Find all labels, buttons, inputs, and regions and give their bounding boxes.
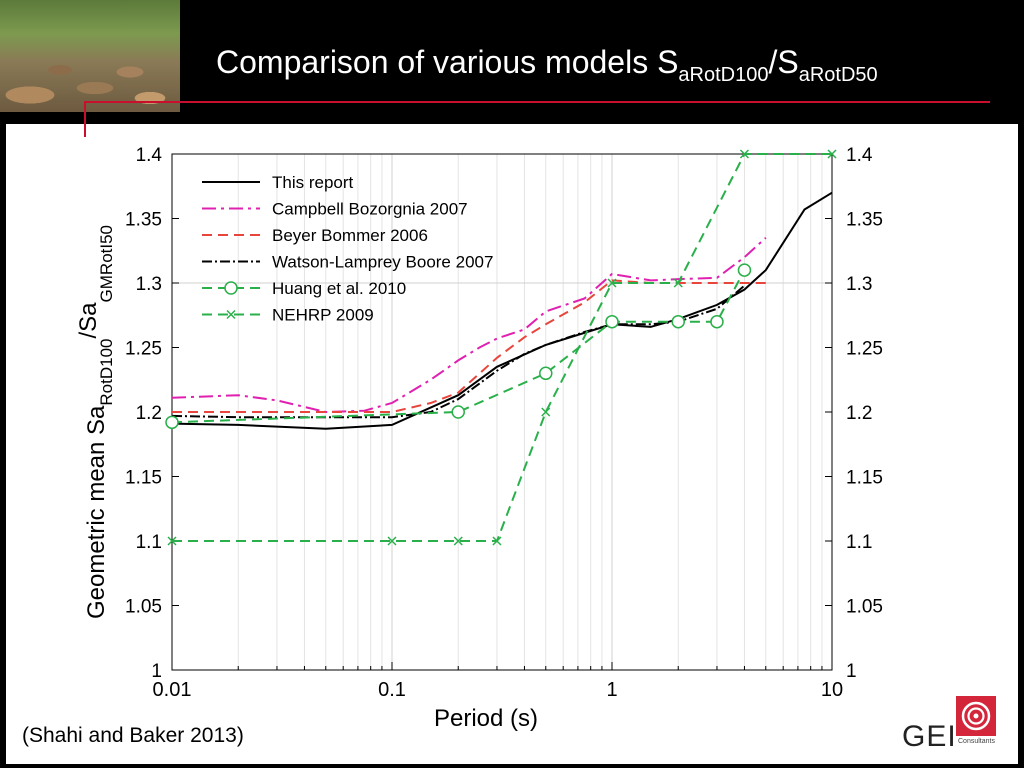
series-point-circle [671,314,685,329]
logo-subtext: Consultants [958,738,995,745]
y-tick-label: 1.15 [125,468,162,489]
slide-title: Comparison of various models SaRotD100/S… [216,44,878,86]
citation: (Shahi and Baker 2013) [22,724,244,747]
y-tick-label-right: 1.1 [846,532,872,553]
y-tick-label: 1.25 [125,339,162,360]
series-point-circle [710,314,724,329]
legend-label: Watson-Lamprey Boore 2007 [272,253,493,272]
series-point-circle [165,415,179,430]
series-point-x [492,536,502,546]
y-axis-label: Geometric mean SaRotD100/SaGMRotI50 [75,225,116,619]
y-tick-label: 1.35 [125,210,162,231]
chart: 1 1 1.05 1.05 1.1 1.1 1.15 1.15 1.2 1.2 1.25 1.25 1.… [75,145,883,732]
x-tick-label: 1 [606,679,617,701]
legend-label: Beyer Bommer 2006 [272,226,428,245]
y-tick-label-right: 1 [846,661,857,682]
y-tick-label-right: 1.2 [846,403,872,424]
legend-label: NEHRP 2009 [272,306,374,325]
x-tick-label: 10 [821,679,843,701]
series-point-circle [451,405,465,419]
series-point-circle [737,263,752,277]
legend-label: Huang et al. 2010 [272,279,406,298]
series-point-x [739,149,749,159]
y-tick-label: 1.4 [136,145,163,166]
y-tick-label-right: 1.3 [846,274,872,295]
series-point-x [607,278,617,288]
header-photo [0,0,180,112]
series-line-0 [171,191,833,430]
y-tick-label: 1.3 [136,274,162,295]
series-point-x [827,149,837,159]
legend-marker-x [226,309,236,320]
x-tick-label: 0.1 [378,679,406,701]
y-tick-label: 1.05 [125,597,162,618]
y-tick-label: 1.1 [136,532,162,553]
series-point-x [167,536,177,546]
accent-line [84,101,990,103]
series-point-circle [539,366,553,381]
legend-label: This report [272,173,354,192]
accent-tick [84,101,86,137]
y-tick-label-right: 1.15 [846,468,883,489]
logo-swirl-icon [956,696,996,736]
y-tick-label-right: 1.25 [846,339,883,360]
series-line-2 [172,279,766,413]
series-line-5 [172,153,832,542]
y-tick-label: 1.2 [136,403,162,424]
legend-label: Campbell Bozorgnia 2007 [272,200,468,219]
x-axis-label: Period (s) [434,705,538,732]
logo-text: GEI [902,720,957,753]
y-tick-label-right: 1.05 [846,597,883,618]
y-tick-label-right: 1.35 [846,210,883,231]
y-tick-label: 1 [151,661,162,682]
slide-header: Comparison of various models SaRotD100/S… [0,0,1024,120]
series-point-circle [605,314,619,329]
series-point-x [453,536,463,546]
x-tick-label: 0.01 [153,679,192,701]
series-point-x [387,536,397,546]
legend-marker-circle [224,281,238,295]
series-point-x [673,278,683,288]
company-logo: GEI Consultants [902,696,1002,760]
slide-body: 1 1 1.05 1.05 1.1 1.1 1.15 1.15 1.2 1.2 1.25 1.25 1.… [6,124,1018,764]
series-line-3 [171,284,746,419]
y-tick-label-right: 1.4 [846,145,873,166]
series-point-x [541,407,551,417]
